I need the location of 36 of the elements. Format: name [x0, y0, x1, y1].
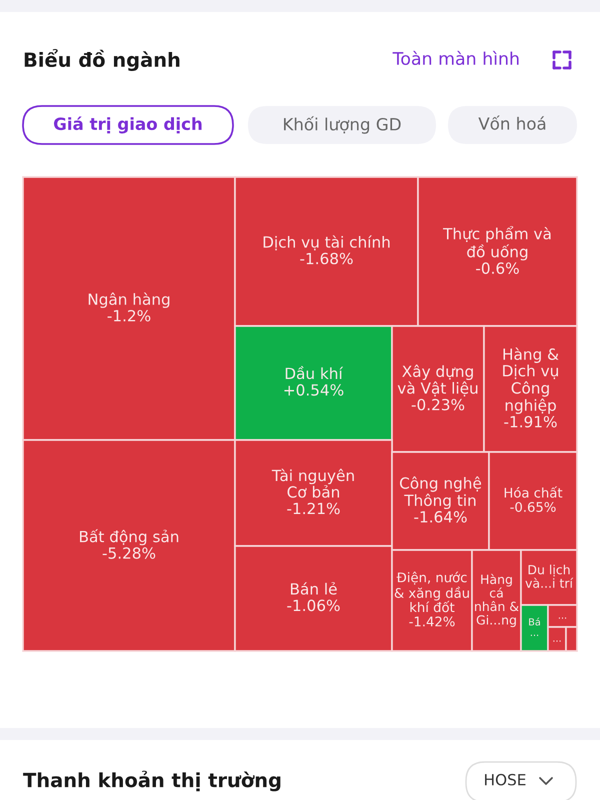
category-label: Ngân hàng: [88, 292, 170, 308]
category-label: Xây dựng và Vật liệu: [398, 364, 478, 396]
data-label: -1.68%: [300, 252, 353, 264]
category-label: Bá ...: [529, 618, 540, 636]
category-label: Dầu khí: [286, 366, 344, 380]
data-label: -1.42%: [409, 616, 455, 626]
text: Khối lượng GD: [284, 116, 401, 134]
text: HOSE: [485, 774, 526, 786]
data-label: -1.21%: [287, 502, 340, 514]
category-label: ...: [553, 640, 561, 642]
category-label: Bán lẻ: [290, 582, 337, 595]
category-label: Hàng cá nhân & Gi...ng: [475, 574, 519, 628]
text: Giá trị giao dịch: [54, 116, 202, 134]
category-label: Thực phẩm và đồ uống: [443, 226, 551, 260]
category-label: Bất động sản: [80, 529, 178, 546]
data-label: -1.2%: [108, 310, 150, 322]
data-label: -0.65%: [510, 502, 556, 512]
data-label: -0.23%: [412, 398, 464, 410]
data-label: -1.64%: [414, 511, 467, 523]
category-label: Tài nguyên Cơ bản: [272, 468, 354, 498]
category-label: ...: [558, 617, 566, 619]
data-label: -1.06%: [287, 600, 340, 612]
text: Thanh khoản thị trường: [23, 770, 280, 792]
data-label: -1.91%: [504, 416, 557, 428]
category-label: Dịch vụ tài chính: [264, 235, 390, 250]
category-label: Điện, nước & xăng dầu khí đốt: [394, 572, 469, 612]
data-label: -0.6%: [476, 262, 519, 274]
text: Biểu đồ ngành: [24, 49, 180, 71]
data-label: +0.54%: [284, 384, 344, 396]
category-label: Du lịch và...i trí: [525, 564, 574, 588]
text: Toàn màn hình: [392, 50, 519, 66]
category-label: Hàng & Dịch vụ Công nghiệp: [503, 348, 559, 414]
category-label: Công nghệ Thông tin: [400, 476, 482, 510]
text: Vốn hoá: [478, 116, 546, 130]
category-label: Hóa chất: [504, 486, 562, 498]
data-label: -5.28%: [102, 547, 156, 559]
